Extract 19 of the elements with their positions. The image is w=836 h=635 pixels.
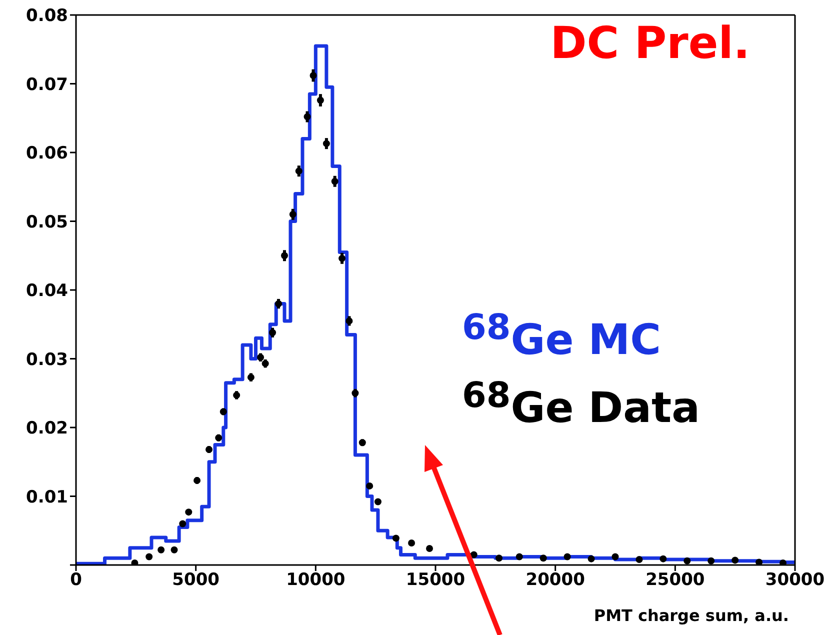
x-tick-label: 30000	[765, 570, 825, 590]
y-tick-label: 0.06	[26, 144, 68, 164]
x-tick-label: 0	[70, 570, 82, 590]
y-tick-label: 0.01	[26, 487, 68, 508]
x-tick-label: 5000	[172, 570, 220, 590]
annotation: DC Prel.	[550, 18, 750, 69]
x-tick-label: 10000	[286, 570, 346, 590]
y-tick-label: 0.02	[26, 418, 68, 439]
y-tick-label: 0.08	[26, 6, 68, 26]
y-tick-label: 0.05	[26, 212, 68, 232]
x-tick-label: 20000	[526, 570, 586, 590]
y-tick-label: 0.03	[26, 350, 68, 370]
text: $^{68}$Ge MC	[462, 308, 661, 364]
x-tick-label: 15000	[406, 570, 466, 590]
x-tick-label: 25000	[646, 570, 705, 590]
y-tick-label: 0.04	[26, 281, 68, 302]
x-axis-title: PMT charge sum, a.u.	[594, 606, 789, 625]
text: $^{68}$Ge Data	[462, 376, 700, 432]
y-tick-label: 0.07	[26, 74, 68, 95]
